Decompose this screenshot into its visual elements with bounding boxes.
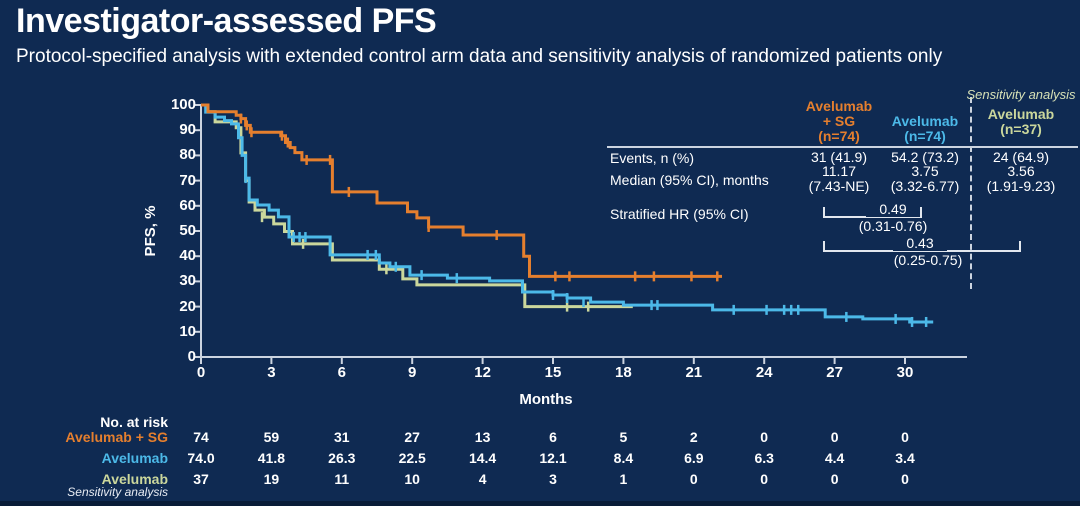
y-tick-label: 60	[179, 196, 196, 214]
bottom-band	[0, 501, 1080, 506]
risk-value: 6.9	[684, 450, 704, 466]
median-value-avelumab: 3.75 (3.32-6.77)	[890, 163, 960, 194]
risk-value: 0	[901, 471, 909, 487]
y-tick-label: 40	[179, 247, 196, 265]
risk-value: 22.5	[398, 450, 426, 466]
x-tick-label: 3	[267, 364, 276, 381]
risk-value: 3	[549, 471, 557, 487]
hr-ci-2: (0.25-0.75)	[893, 252, 963, 268]
km-curve-avelumab	[201, 103, 934, 324]
x-tick-label: 12	[474, 364, 491, 381]
risk-value: 6	[549, 429, 557, 445]
x-tick-label: 24	[755, 364, 773, 381]
x-tick-label: 30	[896, 364, 914, 381]
hr-bracket-1	[823, 207, 922, 218]
risk-value: 26.3	[328, 450, 356, 466]
x-tick-label: 0	[196, 364, 206, 381]
summary-table-rule	[607, 146, 1078, 148]
slide-subtitle: Protocol-specified analysis with extende…	[16, 46, 943, 67]
risk-value: 4	[478, 471, 487, 487]
risk-row-sublabel-sensitivity: Sensitivity analysis	[67, 485, 168, 499]
risk-value: 13	[474, 429, 491, 445]
hr-value-1: 0.49	[866, 202, 920, 217]
column-header-avelumab-sg: Avelumab + SG (n=74)	[805, 98, 873, 144]
risk-value: 0	[830, 471, 839, 487]
risk-value: 74.0	[187, 450, 215, 466]
x-tick-label: 21	[685, 364, 703, 381]
risk-value: 0	[830, 429, 839, 445]
risk-value: 2	[689, 429, 698, 445]
risk-value: 0	[689, 471, 698, 487]
events-value-avelumab-sensitivity: 24 (64.9)	[992, 149, 1050, 165]
risk-value: 0	[760, 471, 769, 487]
risk-value: 8.4	[613, 450, 634, 466]
y-tick-label: 0	[187, 348, 196, 365]
median-value-avelumab-sg: 11.17 (7.43-NE)	[808, 163, 870, 194]
risk-value: 41.8	[257, 450, 286, 466]
risk-value: 37	[193, 471, 209, 487]
risk-table-title: No. at risk	[100, 414, 168, 430]
sensitivity-column-divider	[970, 97, 972, 289]
y-tick-label: 10	[179, 322, 196, 340]
y-tick-label: 70	[179, 171, 196, 189]
risk-value: 14.4	[468, 450, 497, 466]
risk-value: 5	[619, 429, 628, 445]
risk-value: 6.3	[754, 450, 774, 466]
risk-value: 1	[619, 471, 628, 487]
hr-bracket-2	[823, 241, 1021, 252]
column-header-avelumab-sensitivity: Avelumab (n=37)	[987, 106, 1055, 137]
risk-value: 4.4	[824, 450, 845, 466]
risk-value: 59	[263, 429, 280, 445]
sensitivity-analysis-label: Sensitivity analysis	[966, 87, 1076, 102]
y-tick-label: 100	[170, 96, 196, 113]
risk-row-label-avelumab-sensitivity: Avelumab	[101, 471, 168, 487]
column-header-avelumab: Avelumab (n=74)	[891, 113, 959, 144]
risk-value: 31	[334, 429, 350, 445]
km-curve-avelumab-sg	[201, 103, 722, 278]
risk-value: 11	[334, 471, 350, 487]
row-label-events: Events, n (%)	[610, 150, 695, 166]
slide-title: Investigator-assessed PFS	[16, 2, 437, 40]
risk-row-label-avelumab: Avelumab	[101, 450, 168, 466]
events-value-avelumab-sg: 31 (41.9)	[810, 149, 868, 165]
x-axis-title: Months	[519, 391, 573, 408]
x-tick-label: 9	[408, 364, 417, 381]
row-label-stratified-hr: Stratified HR (95% CI)	[610, 206, 749, 222]
hr-value-2: 0.43	[893, 236, 947, 251]
x-tick-label: 6	[337, 364, 346, 381]
x-tick-label: 15	[544, 364, 562, 381]
median-value-avelumab-sensitivity: 3.56 (1.91-9.23)	[986, 163, 1056, 194]
row-label-median: Median (95% CI), months	[610, 172, 769, 188]
risk-value: 0	[901, 429, 909, 445]
risk-row-label-avelumab-sg: Avelumab + SG	[65, 429, 168, 445]
y-tick-label: 20	[179, 297, 196, 315]
x-tick-label: 27	[826, 364, 843, 381]
y-axis-title: PFS, %	[142, 205, 159, 257]
x-tick-label: 18	[615, 364, 632, 381]
y-tick-label: 30	[179, 272, 196, 290]
risk-value: 10	[404, 471, 420, 487]
risk-value: 27	[404, 429, 420, 445]
risk-value: 3.4	[895, 450, 915, 466]
y-tick-label: 50	[179, 222, 196, 239]
risk-value: 19	[263, 471, 280, 487]
risk-value: 12.1	[539, 450, 567, 466]
y-tick-label: 90	[179, 121, 196, 139]
hr-ci-1: (0.31-0.76)	[858, 218, 928, 234]
risk-value: 74	[193, 429, 209, 445]
risk-value: 0	[760, 429, 769, 445]
events-value-avelumab: 54.2 (73.2)	[891, 149, 959, 165]
y-tick-label: 80	[179, 146, 196, 164]
